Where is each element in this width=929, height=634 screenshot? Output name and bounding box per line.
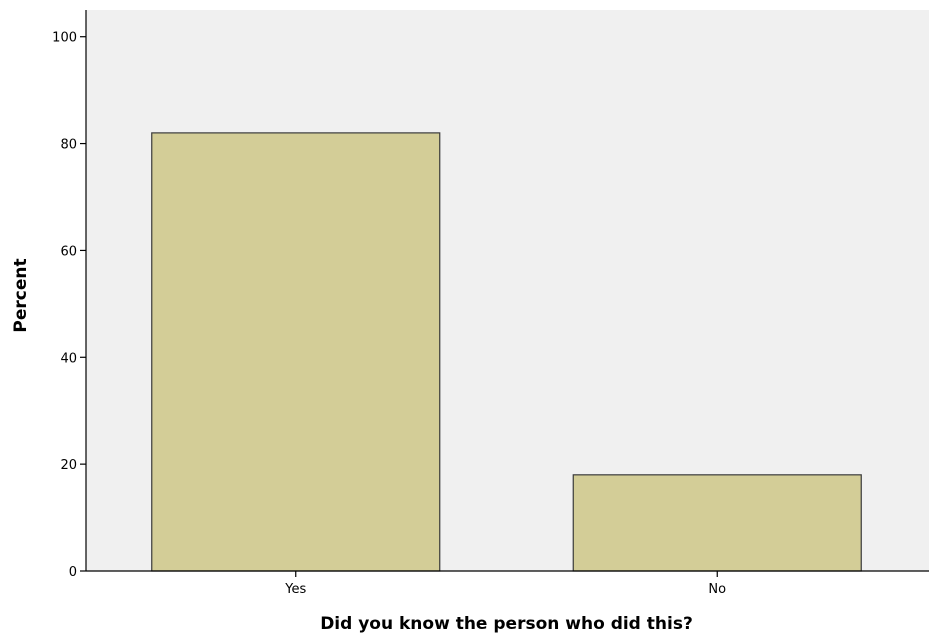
y-tick-label: 20 [60, 458, 77, 473]
y-axis: 0 20 40 60 80 100 [52, 10, 87, 580]
x-axis-title: Did you know the person who did this? [320, 614, 693, 634]
y-tick-label: 60 [60, 244, 77, 259]
y-tick-label: 40 [60, 351, 77, 366]
y-tick-label: 100 [52, 31, 77, 46]
y-axis-title: Percent [11, 258, 31, 332]
y-tick-label: 80 [60, 138, 77, 153]
x-tick-label: No [708, 582, 726, 597]
x-tick-label: Yes [284, 582, 306, 597]
bars-group [151, 132, 862, 572]
y-tick-label: 0 [69, 565, 77, 580]
bar-no [572, 474, 862, 572]
x-axis: Yes No [86, 570, 929, 597]
bar-yes [151, 132, 441, 572]
